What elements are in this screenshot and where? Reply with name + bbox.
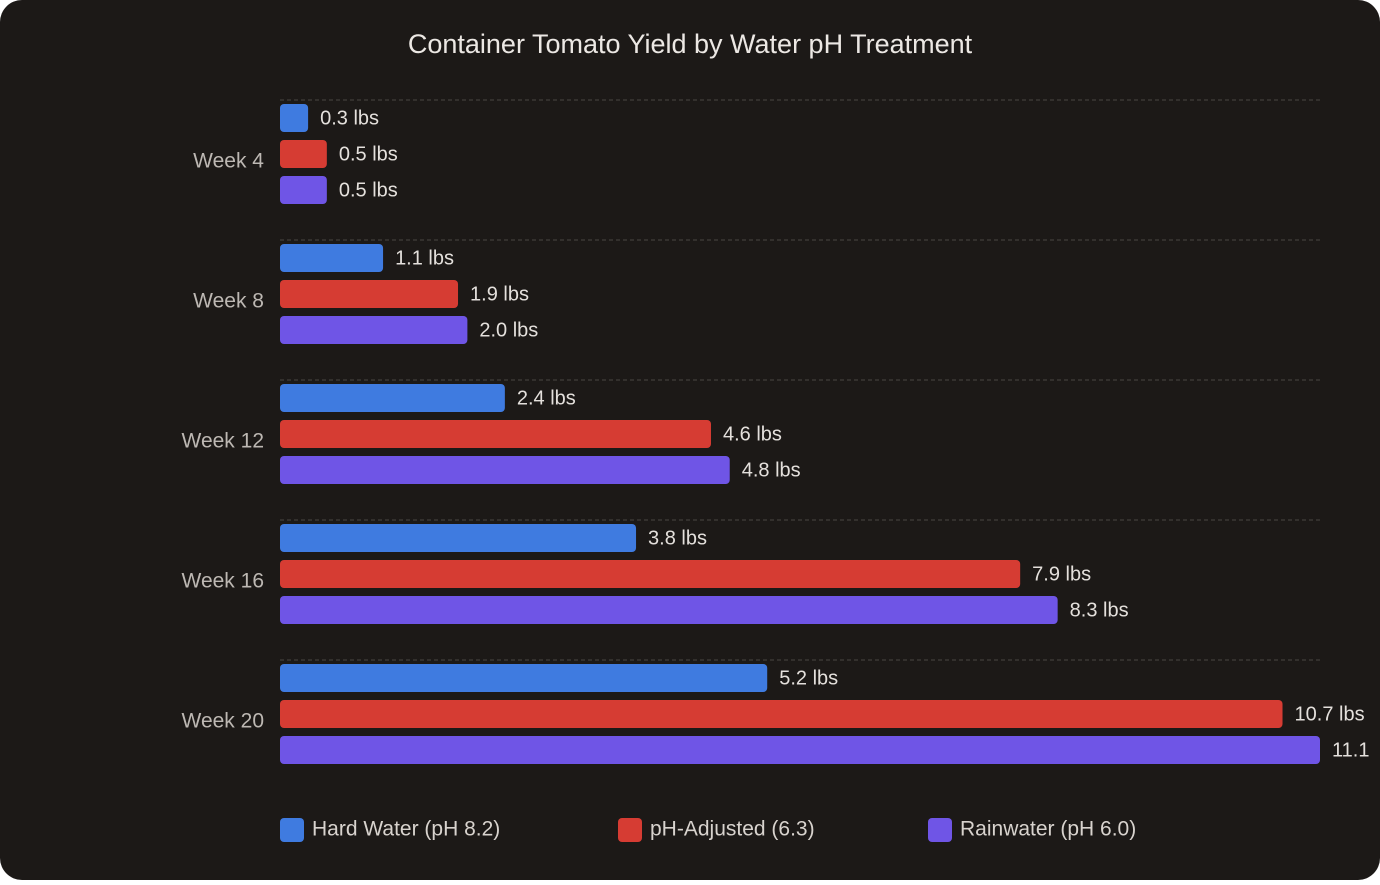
legend-swatch	[928, 818, 952, 842]
value-label: 2.4 lbs	[517, 387, 576, 409]
bar	[280, 384, 505, 412]
value-label: 4.8 lbs	[742, 459, 801, 481]
bar	[280, 456, 730, 484]
value-label: 0.5 lbs	[339, 179, 398, 201]
value-label: 7.9 lbs	[1032, 563, 1091, 585]
bar	[280, 420, 711, 448]
legend-swatch	[618, 818, 642, 842]
bar	[280, 560, 1021, 588]
category-label: Week 16	[182, 570, 265, 593]
value-label: 1.1 lbs	[395, 247, 454, 269]
value-label: 11.1	[1332, 739, 1369, 761]
bar	[280, 280, 459, 308]
bar	[280, 524, 637, 552]
value-label: 0.3 lbs	[320, 107, 379, 129]
legend-swatch	[280, 818, 304, 842]
value-label: 8.3 lbs	[1070, 599, 1129, 621]
legend-label: Rainwater (pH 6.0)	[960, 818, 1136, 841]
value-label: 1.9 lbs	[470, 283, 529, 305]
value-label: 2.0 lbs	[479, 319, 538, 341]
category-label: Week 8	[193, 290, 264, 313]
bar	[280, 316, 468, 344]
category-label: Week 4	[193, 150, 264, 173]
category-label: Week 12	[182, 430, 265, 453]
value-label: 3.8 lbs	[648, 527, 707, 549]
bar	[280, 736, 1320, 764]
value-label: 0.5 lbs	[339, 143, 398, 165]
legend-label: Hard Water (pH 8.2)	[312, 818, 500, 841]
bar	[280, 244, 384, 272]
legend-label: pH-Adjusted (6.3)	[650, 818, 815, 841]
value-label: 10.7 lbs	[1295, 703, 1365, 725]
bar	[280, 596, 1058, 624]
chart-title: Container Tomato Yield by Water pH Treat…	[408, 29, 973, 59]
bar	[280, 104, 309, 132]
bar	[280, 140, 327, 168]
bar	[280, 176, 327, 204]
value-label: 4.6 lbs	[723, 423, 782, 445]
bar	[280, 664, 768, 692]
bar	[280, 700, 1283, 728]
category-label: Week 20	[182, 710, 265, 733]
value-label: 5.2 lbs	[779, 667, 838, 689]
